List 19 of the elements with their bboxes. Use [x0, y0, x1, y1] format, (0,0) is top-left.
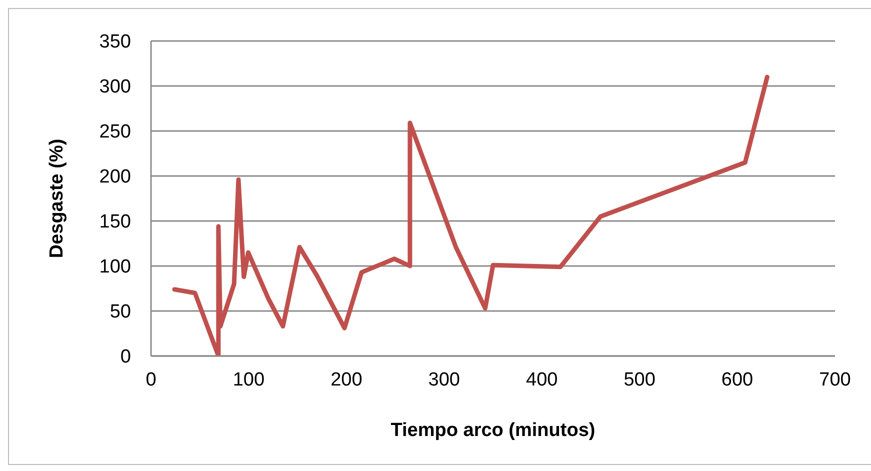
y-tick-label: 150: [99, 212, 131, 233]
x-axis-title: Tiempo arco (minutos): [390, 420, 596, 441]
x-tick-label: 300: [428, 369, 460, 390]
x-tick-label: 400: [526, 369, 558, 390]
x-tick-label: 200: [330, 369, 362, 390]
x-tick-label: 500: [624, 369, 656, 390]
y-tick-label: 50: [110, 302, 131, 323]
y-tick-label: 250: [99, 122, 131, 143]
y-tick-label: 200: [99, 166, 131, 188]
x-tick-label: 700: [819, 369, 851, 390]
y-tick-label: 350: [99, 32, 131, 53]
y-tick-label: 100: [99, 256, 131, 278]
line-series: [172, 74, 770, 356]
x-tick-label: 100: [232, 369, 265, 390]
y-tick-label: 0: [120, 346, 131, 368]
x-tick-label: 0: [146, 369, 156, 390]
x-tick-label: 600: [721, 369, 754, 390]
y-axis-title: Desgaste (%): [46, 138, 68, 258]
y-tick-label: 300: [99, 76, 131, 98]
